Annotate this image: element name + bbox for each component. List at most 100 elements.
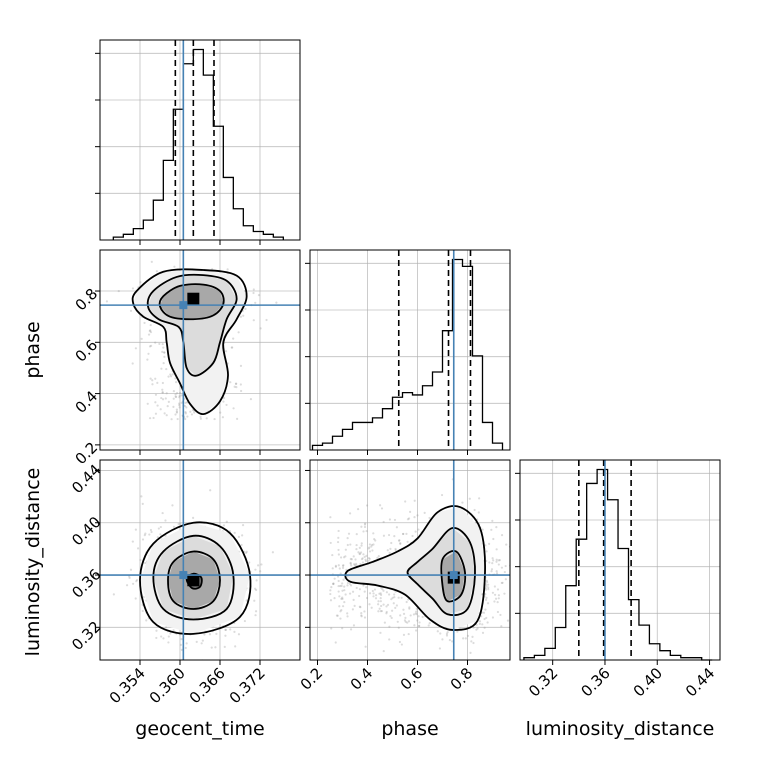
plot-area — [100, 250, 300, 450]
sample-point — [155, 636, 158, 640]
sample-point — [235, 382, 238, 385]
sample-point — [341, 589, 344, 592]
sample-point — [184, 417, 187, 421]
sample-point — [172, 629, 175, 632]
sample-point — [367, 547, 370, 550]
sample-point — [175, 411, 179, 414]
x-tick-label: 0.4 — [347, 664, 377, 694]
sample-point — [149, 323, 152, 327]
sample-point — [487, 588, 490, 591]
sample-point — [451, 640, 454, 643]
sample-point — [226, 268, 229, 271]
sample-point — [257, 564, 260, 567]
sample-point — [377, 555, 380, 558]
sample-point — [428, 622, 431, 625]
sample-point — [191, 666, 193, 668]
sample-point — [163, 351, 166, 354]
panel-phase-vs-geocent-time: 0.2 0.4 0.6 0.8 — [72, 249, 301, 468]
sample-point — [490, 570, 493, 573]
sample-point — [478, 622, 481, 625]
sample-point — [362, 584, 365, 587]
sample-point — [167, 641, 170, 644]
contour-line — [185, 572, 203, 590]
histogram-step — [112, 48, 284, 240]
sample-point — [415, 610, 418, 613]
sample-point — [411, 534, 414, 538]
sample-point — [332, 582, 335, 585]
sample-point — [259, 327, 262, 330]
sample-point — [341, 605, 345, 608]
sample-point — [341, 564, 345, 567]
sample-point — [363, 525, 367, 529]
sample-point — [404, 500, 407, 503]
sample-point — [397, 626, 400, 629]
sample-point — [373, 537, 376, 541]
sample-point — [135, 580, 138, 583]
contour-line — [146, 273, 238, 377]
sample-point — [360, 615, 363, 618]
sample-point — [233, 385, 236, 388]
sample-point — [239, 315, 243, 318]
sample-point — [414, 530, 417, 533]
sample-point — [407, 517, 411, 520]
sample-point — [389, 614, 392, 618]
sample-point — [170, 418, 173, 421]
sample-point — [491, 557, 494, 560]
sample-point — [154, 412, 158, 415]
sample-point — [468, 497, 471, 500]
histogram-step — [311, 258, 504, 450]
sample-point — [402, 608, 405, 611]
sample-point — [275, 301, 278, 304]
sample-point — [164, 519, 167, 522]
sample-point — [416, 619, 419, 622]
sample-point — [359, 562, 362, 566]
sample-point — [377, 610, 380, 613]
sample-point — [213, 417, 216, 421]
sample-point — [234, 382, 238, 385]
sample-point — [346, 584, 349, 587]
sample-point — [252, 291, 255, 295]
sample-point — [490, 568, 494, 571]
sample-point — [390, 609, 394, 612]
sample-point — [369, 661, 371, 663]
sample-point — [400, 643, 403, 646]
sample-point — [402, 633, 406, 637]
sample-point — [397, 596, 400, 599]
sample-point — [516, 545, 518, 547]
sample-point — [157, 527, 160, 530]
sample-point — [165, 367, 168, 371]
sample-point — [331, 567, 334, 570]
sample-point — [346, 537, 349, 540]
sample-point — [504, 564, 507, 568]
sample-point — [164, 626, 168, 629]
x-tick-label: 0.32 — [525, 664, 561, 700]
sample-point — [180, 638, 183, 641]
contour-line — [440, 550, 467, 603]
sample-point — [172, 390, 175, 393]
sample-point — [418, 621, 421, 624]
sample-point — [360, 525, 363, 528]
sample-point — [491, 519, 494, 522]
sample-point — [392, 602, 395, 605]
sample-point — [341, 597, 344, 600]
panel-geocent-time-histogram — [95, 39, 301, 245]
sample-point — [141, 609, 144, 613]
sample-point — [178, 394, 181, 397]
sample-point — [136, 547, 140, 550]
sample-point — [174, 413, 177, 416]
sample-point — [334, 641, 337, 644]
sample-point — [377, 603, 380, 606]
sample-point — [497, 563, 500, 566]
sample-point — [254, 301, 257, 304]
axes-frame — [99, 249, 301, 451]
sample-point — [436, 630, 439, 633]
sample-point — [486, 602, 490, 605]
sample-point — [242, 314, 245, 317]
contour-line — [139, 521, 252, 635]
sample-point — [134, 347, 138, 350]
sample-point — [232, 337, 235, 340]
sample-point — [406, 621, 409, 624]
sample-point — [233, 531, 236, 534]
sample-point — [478, 497, 481, 500]
sample-point — [423, 511, 426, 514]
